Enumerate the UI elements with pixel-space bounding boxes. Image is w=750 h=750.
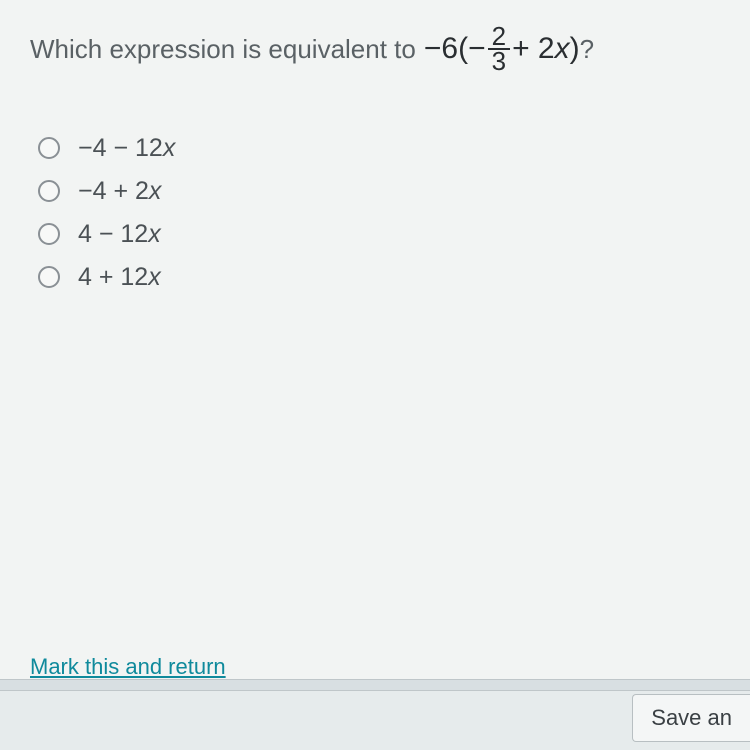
option-label: 4 + 12x (78, 263, 161, 292)
expr-lead: −6(− (424, 28, 486, 70)
radio-icon[interactable] (38, 223, 60, 245)
radio-icon[interactable] (38, 266, 60, 288)
expr-tail-b: ) (570, 28, 580, 70)
options-list: −4 − 12x −4 + 2x 4 − 12x 4 + 12x (38, 134, 720, 292)
expr-tail-a: + 2 (512, 28, 555, 70)
option-text: 4 + 12 (78, 263, 148, 291)
mark-return-link[interactable]: Mark this and return (30, 654, 226, 680)
save-button[interactable]: Save an (632, 694, 750, 742)
radio-icon[interactable] (38, 137, 60, 159)
option-var: x (148, 263, 161, 291)
option-label: −4 − 12x (78, 134, 175, 163)
bottom-bar: Save an (0, 690, 750, 750)
option-row[interactable]: 4 + 12x (38, 263, 720, 292)
option-var: x (148, 220, 161, 248)
option-row[interactable]: −4 − 12x (38, 134, 720, 163)
option-var: x (163, 134, 176, 162)
fraction-denominator: 3 (488, 50, 510, 73)
question-suffix: ? (580, 31, 594, 67)
radio-icon[interactable] (38, 180, 60, 202)
fraction: 2 3 (488, 25, 510, 74)
question-panel: Which expression is equivalent to −6(− 2… (0, 0, 750, 680)
question-text: Which expression is equivalent to −6(− 2… (30, 25, 720, 74)
option-text: 4 − 12 (78, 220, 148, 248)
math-expression: −6(− 2 3 + 2x) (424, 25, 580, 74)
option-row[interactable]: −4 + 2x (38, 177, 720, 206)
option-text: −4 + 2 (78, 177, 149, 205)
option-label: −4 + 2x (78, 177, 161, 206)
option-row[interactable]: 4 − 12x (38, 220, 720, 249)
option-label: 4 − 12x (78, 220, 161, 249)
question-prefix: Which expression is equivalent to (30, 31, 416, 67)
option-text: −4 − 12 (78, 134, 163, 162)
option-var: x (149, 177, 162, 205)
expr-var: x (555, 28, 570, 70)
